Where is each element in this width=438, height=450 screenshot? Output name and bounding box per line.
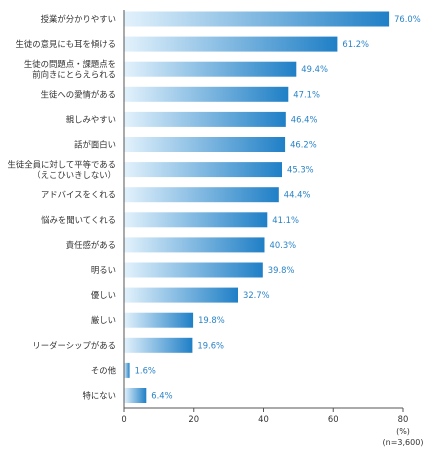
category-label: 生徒の意見にも耳を傾ける [16, 39, 117, 49]
bar [124, 388, 147, 403]
bar [124, 312, 194, 328]
value-labels: 76.0% 61.2% 49.4% 47.1% 46.4% 46.2% 45.3% 44.4%… [135, 14, 421, 401]
sample-size-note: (n=3,600) [383, 438, 424, 447]
category-labels: 授業が分かりやすい生徒の意見にも耳を傾ける生徒の問題点・課題点を前向きにとらえら… [7, 14, 116, 401]
category-label: アドバイスをくれる [41, 190, 116, 200]
bar [124, 262, 263, 278]
value-label: 40.3% [270, 240, 297, 250]
category-label: 親しみやすい [66, 114, 116, 124]
value-label: 19.8% [198, 315, 225, 325]
x-tick-label: 0 [121, 414, 126, 424]
bar [124, 187, 279, 203]
value-label: 1.6% [135, 365, 156, 375]
category-label: 生徒全員に対して平等である [7, 159, 116, 169]
value-label: 46.4% [291, 114, 318, 124]
bar [124, 237, 265, 253]
value-label: 32.7% [243, 290, 270, 300]
bar [124, 362, 130, 378]
category-label: 話が面白い [74, 140, 116, 150]
bars [124, 11, 390, 403]
value-label: 41.1% [272, 215, 299, 225]
value-label: 39.8% [268, 265, 295, 275]
value-label: 76.0% [394, 14, 421, 24]
category-label: 生徒への愛情がある [41, 89, 116, 99]
category-label: 特にない [83, 391, 117, 401]
category-label: 生徒の問題点・課題点を [24, 59, 116, 69]
x-tick-label: 60 [328, 414, 339, 424]
category-label: 厳しい [91, 315, 116, 325]
category-label: 優しい [91, 290, 116, 300]
x-tick-label: 40 [258, 414, 269, 424]
x-axis-unit: (%) [396, 427, 410, 436]
bar [124, 287, 238, 303]
category-label: 責任感がある [66, 240, 116, 250]
value-label: 46.2% [290, 140, 317, 150]
value-label: 6.4% [151, 391, 172, 401]
category-label: その他 [91, 365, 117, 375]
bar [124, 137, 286, 152]
category-label: （えこひいきしない） [32, 170, 116, 180]
bar [124, 337, 193, 353]
category-label: リーダーシップがある [32, 340, 116, 350]
value-label: 47.1% [293, 89, 320, 99]
bar [124, 36, 338, 52]
value-label: 19.6% [197, 340, 224, 350]
value-label: 45.3% [287, 165, 314, 175]
value-label: 44.4% [284, 190, 311, 200]
category-label: 悩みを聞いてくれる [41, 215, 116, 225]
bar [124, 86, 289, 102]
bar [124, 61, 297, 77]
bar [124, 162, 282, 178]
x-tick-label: 20 [188, 414, 199, 424]
bar [124, 212, 268, 228]
x-axis: 0 20 40 60 80 [121, 10, 408, 424]
category-label: 明るい [91, 265, 116, 275]
bar [124, 111, 286, 127]
bar [124, 11, 390, 27]
x-tick-label: 80 [398, 414, 409, 424]
value-label: 61.2% [342, 39, 369, 49]
category-label: 授業が分かりやすい [41, 14, 116, 24]
value-label: 49.4% [301, 64, 328, 74]
category-label: 前向きにとらえられる [32, 70, 116, 80]
